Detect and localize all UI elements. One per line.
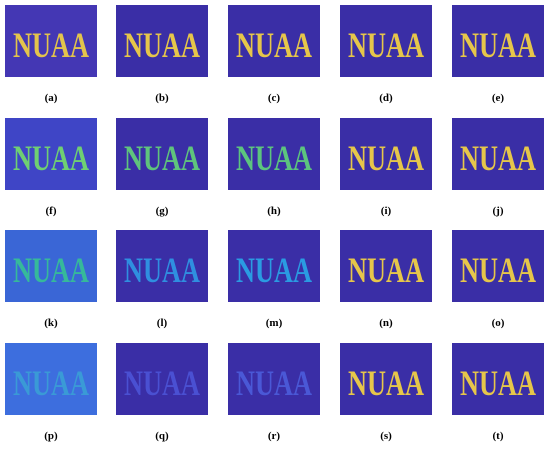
panel-label: (p) [44, 430, 58, 442]
panel-image: NUAA [236, 250, 312, 290]
panel-text: NUAA [348, 363, 424, 403]
image-panel: NUAA [452, 5, 544, 77]
panel-text: NUAA [348, 25, 424, 65]
panel-text: NUAA [236, 363, 312, 403]
panel-image: NUAA [13, 25, 89, 65]
panel-label: (e) [491, 92, 505, 104]
panel-text: NUAA [124, 363, 200, 403]
panel-image: NUAA [460, 138, 536, 178]
panel-image: NUAA [348, 25, 424, 65]
panel-image: NUAA [124, 363, 200, 403]
panel-image: NUAA [236, 25, 312, 65]
panel-image: NUAA [13, 138, 89, 178]
panel-text: NUAA [13, 363, 89, 403]
panel-text: NUAA [348, 250, 424, 290]
panel-text: NUAA [13, 25, 89, 65]
panel-text: NUAA [460, 138, 536, 178]
image-panel: NUAA [228, 5, 320, 77]
image-panel: NUAA [5, 118, 97, 190]
image-panel: NUAA [116, 5, 208, 77]
panel-label: (m) [265, 317, 283, 329]
panel-label: (n) [379, 317, 393, 329]
image-panel: NUAA [340, 5, 432, 77]
panel-label: (b) [155, 92, 169, 104]
panel-label: (s) [380, 430, 392, 442]
image-panel: NUAA [5, 5, 97, 77]
panel-text: NUAA [236, 25, 312, 65]
panel-label: (a) [44, 92, 58, 104]
panel-text: NUAA [13, 138, 89, 178]
panel-text: NUAA [124, 250, 200, 290]
image-panel: NUAA [452, 343, 544, 415]
panel-image: NUAA [236, 138, 312, 178]
panel-text: NUAA [460, 363, 536, 403]
image-panel: NUAA [228, 343, 320, 415]
panel-label: (o) [491, 317, 505, 329]
panel-text: NUAA [460, 250, 536, 290]
panel-label: (k) [44, 317, 58, 329]
image-panel: NUAA [228, 230, 320, 302]
panel-text: NUAA [236, 250, 312, 290]
image-panel: NUAA [340, 230, 432, 302]
panel-image: NUAA [13, 363, 89, 403]
panel-text: NUAA [348, 138, 424, 178]
panel-label: (r) [267, 430, 281, 442]
panel-label: (c) [267, 92, 281, 104]
image-panel: NUAA [116, 118, 208, 190]
panel-label: (d) [379, 92, 393, 104]
panel-image: NUAA [124, 25, 200, 65]
image-panel: NUAA [116, 343, 208, 415]
panel-label: (i) [380, 205, 392, 217]
panel-image: NUAA [460, 25, 536, 65]
panel-label: (q) [155, 430, 169, 442]
image-panel: NUAA [340, 118, 432, 190]
panel-image: NUAA [460, 250, 536, 290]
panel-label: (h) [267, 205, 281, 217]
panel-image: NUAA [236, 363, 312, 403]
panel-label: (l) [156, 317, 168, 329]
image-panel: NUAA [340, 343, 432, 415]
panel-text: NUAA [460, 25, 536, 65]
image-panel: NUAA [5, 343, 97, 415]
panel-image: NUAA [124, 250, 200, 290]
panel-text: NUAA [124, 138, 200, 178]
panel-text: NUAA [13, 250, 89, 290]
panel-label: (f) [45, 205, 57, 217]
image-panel: NUAA [228, 118, 320, 190]
image-panel: NUAA [5, 230, 97, 302]
image-panel: NUAA [452, 118, 544, 190]
panel-image: NUAA [460, 363, 536, 403]
panel-image: NUAA [348, 363, 424, 403]
image-panel: NUAA [116, 230, 208, 302]
panel-image: NUAA [348, 138, 424, 178]
panel-image: NUAA [124, 138, 200, 178]
panel-text: NUAA [236, 138, 312, 178]
image-panel: NUAA [452, 230, 544, 302]
panel-text: NUAA [124, 25, 200, 65]
panel-label: (j) [492, 205, 504, 217]
panel-image: NUAA [348, 250, 424, 290]
panel-label: (t) [492, 430, 504, 442]
panel-label: (g) [155, 205, 169, 217]
panel-image: NUAA [13, 250, 89, 290]
